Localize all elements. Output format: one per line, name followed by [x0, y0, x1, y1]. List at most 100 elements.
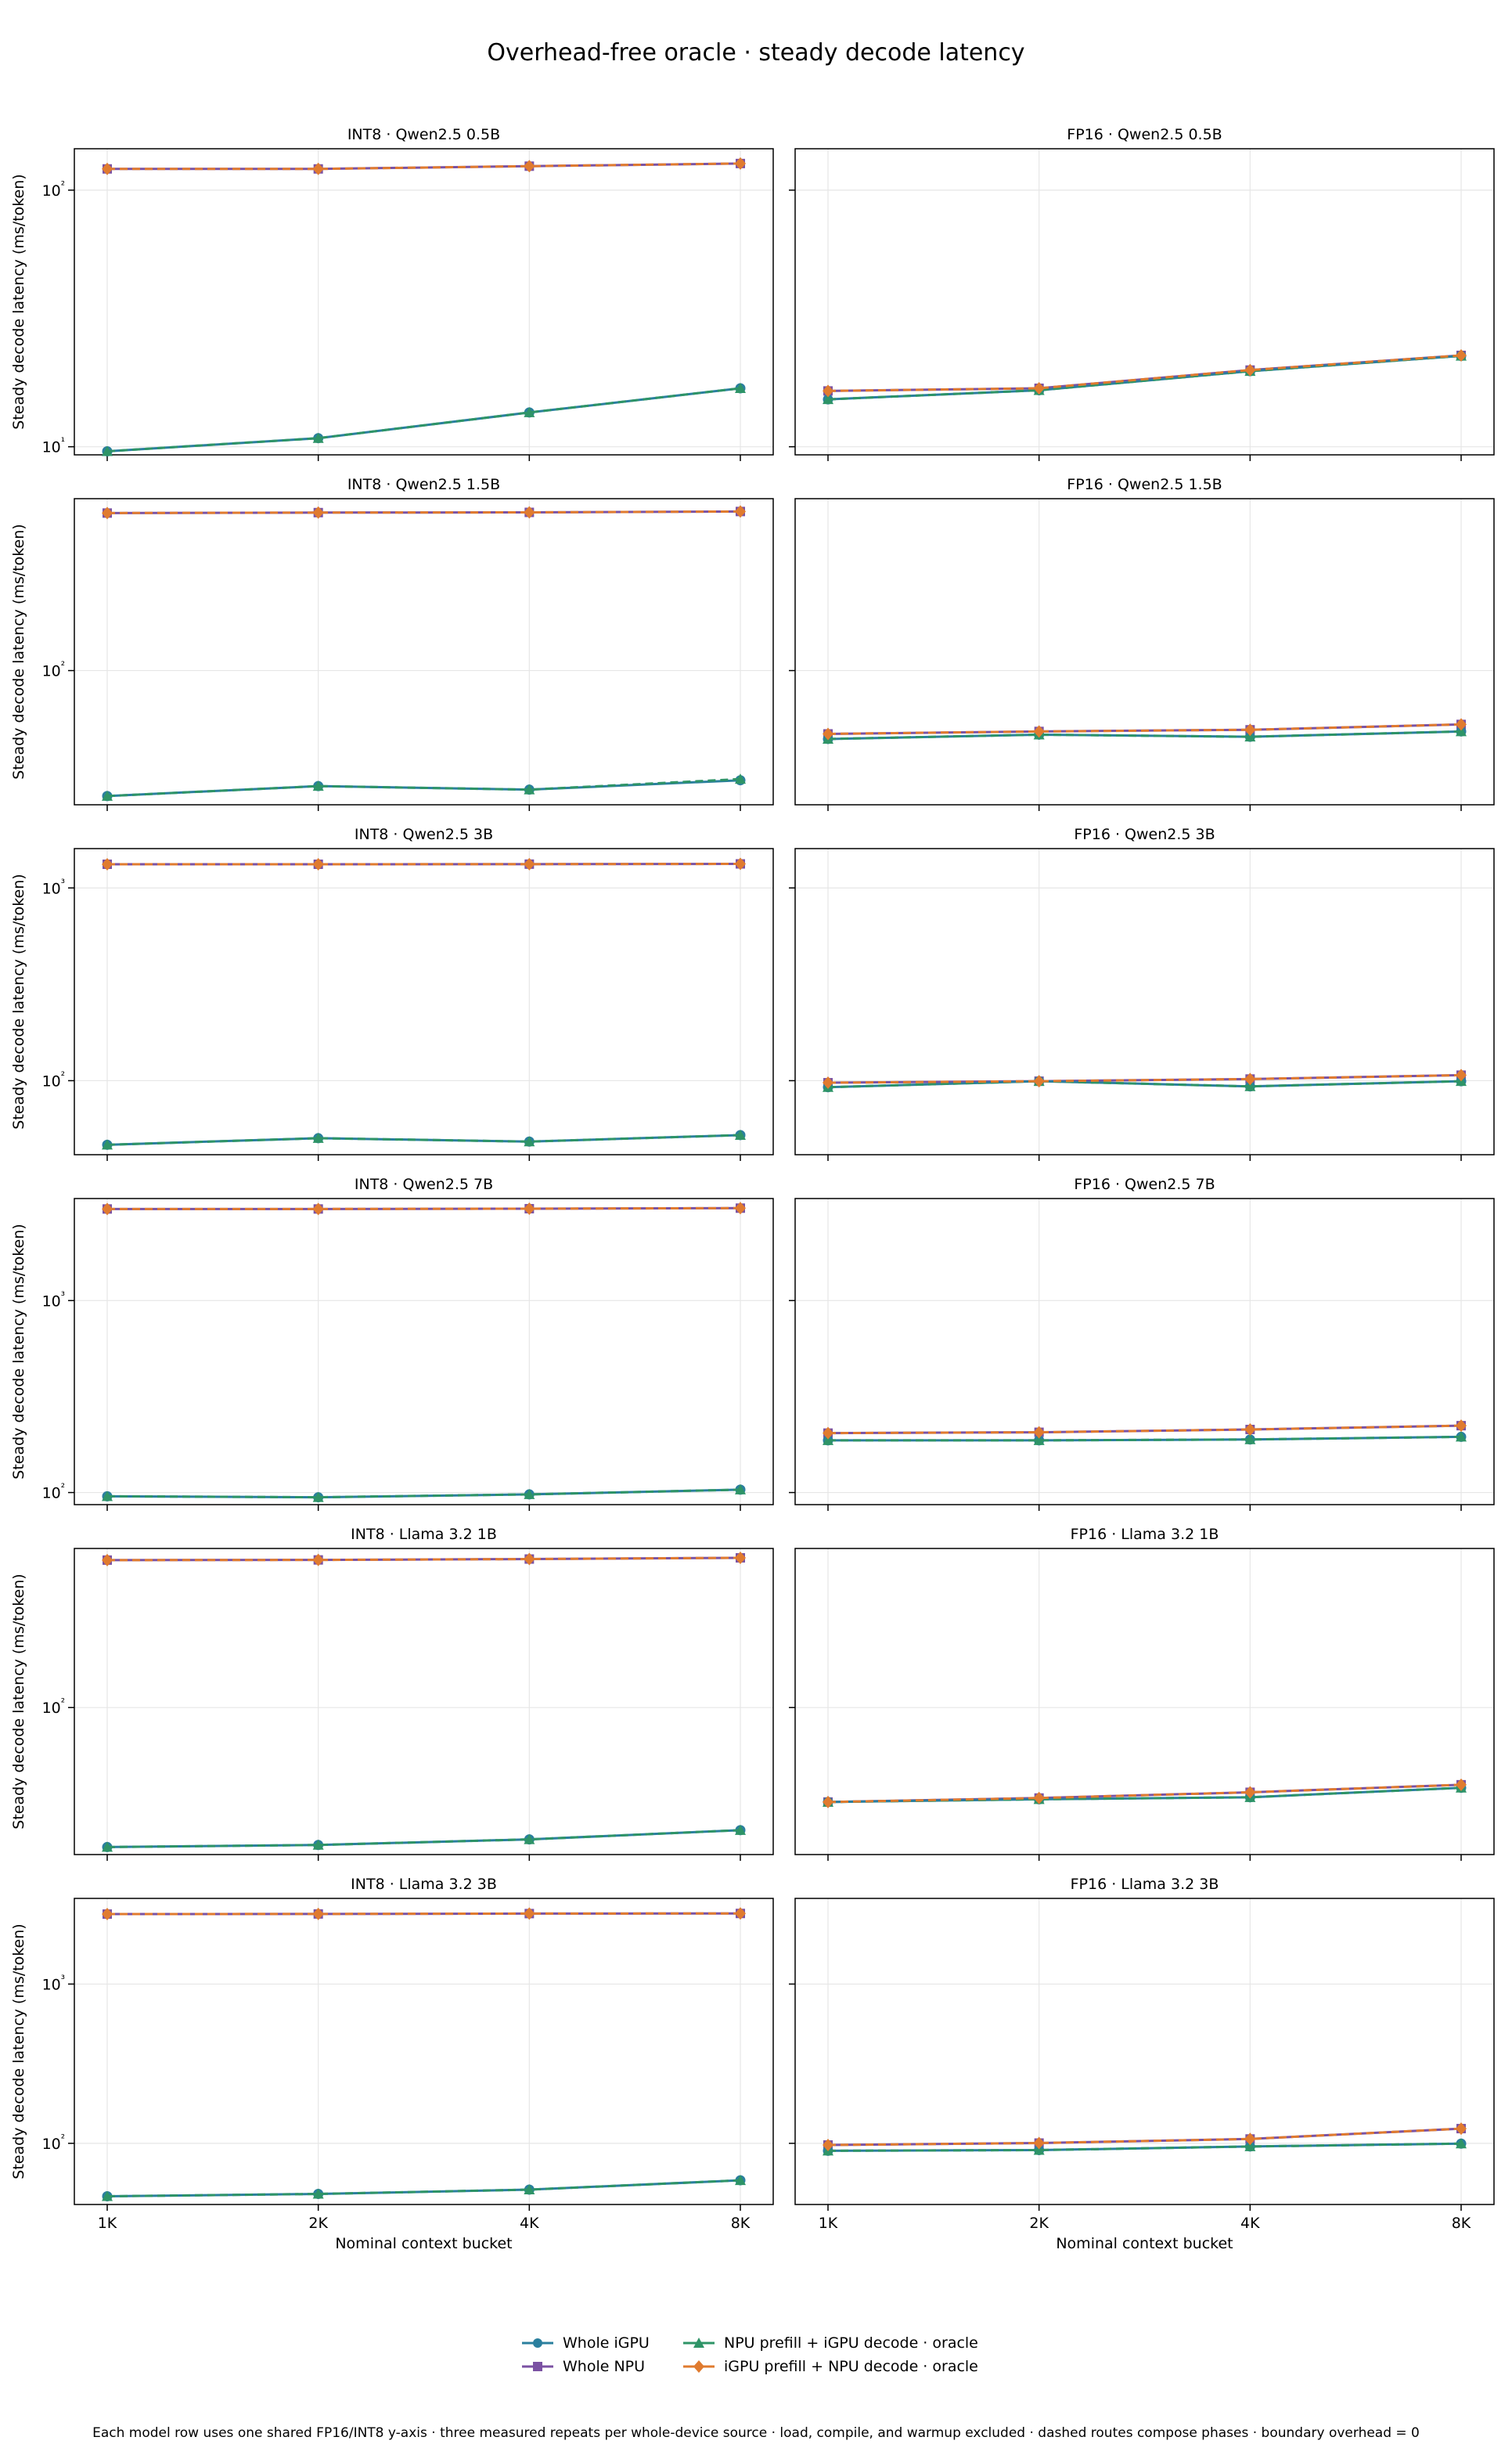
series-3-point-1 [1033, 1791, 1045, 1804]
x-tick-label: 1K [819, 2215, 838, 2232]
series-3-point-3 [735, 1551, 746, 1564]
series-3-point-3 [1456, 2122, 1467, 2136]
series-line [827, 2142, 1462, 2152]
series-line [828, 1435, 1462, 1442]
x-tick-label: 2K [308, 2215, 328, 2232]
series-2-point-0 [102, 1491, 113, 1501]
series-3-point-1 [1033, 1426, 1045, 1439]
legend-label: NPU prefill + iGPU decode · oracle [724, 2334, 978, 2352]
y-axis-label: Steady decode latency (ms/token) [10, 174, 27, 429]
series-3-point-2 [524, 857, 535, 871]
series-line [106, 777, 741, 798]
subplot-title: FP16 · Llama 3.2 1B [1071, 1526, 1219, 1543]
y-tick-label: 10³ [42, 878, 65, 897]
series-3-point-0 [823, 1076, 833, 1090]
series-2-point-0 [102, 1841, 113, 1852]
series-0 [102, 2175, 746, 2202]
x-tick-label: 1K [98, 2215, 117, 2232]
series-line [827, 1080, 1462, 1089]
series-3-point-2 [524, 160, 535, 173]
subplot-7: 10² 10³ INT8 · Qwen2.5 7B Steady decode lat… [10, 1176, 774, 1511]
series-3-point-3 [1456, 1419, 1467, 1433]
series-3 [102, 857, 746, 871]
series-3-point-1 [1033, 381, 1045, 395]
subplot-title: FP16 · Qwen2.5 1.5B [1067, 476, 1222, 493]
plot-frame [794, 1898, 1495, 2205]
legend-item-whole-npu: Whole NPU [520, 2358, 645, 2375]
subplot-4: 10² 10³ INT8 · Qwen2.5 3B Steady decode lat… [10, 826, 774, 1161]
series-2 [823, 350, 1467, 405]
series-2 [102, 773, 746, 801]
plot-frame [74, 1198, 774, 1505]
series-2-point-0 [102, 445, 113, 456]
y-axis-label: Steady decode latency (ms/token) [10, 524, 27, 779]
subplot-title: INT8 · Qwen2.5 7B [355, 1176, 493, 1193]
series-2 [823, 726, 1467, 744]
series-3-point-1 [312, 1202, 324, 1216]
series-2-point-3 [1456, 2138, 1467, 2149]
legend-label: Whole NPU [563, 2358, 646, 2375]
series-line [827, 1783, 1462, 1804]
y-tick-label: 10³ [42, 1974, 65, 1993]
legend-marker-circle-icon [522, 2338, 553, 2348]
series-line [106, 2179, 741, 2198]
plot-frame [794, 1198, 1495, 1505]
series-3 [102, 1202, 746, 1216]
series-3-point-1 [312, 1907, 324, 1920]
series-2-point-2 [1244, 2140, 1256, 2151]
y-tick-label: 10² [42, 1070, 65, 1090]
series-2-point-1 [1033, 1434, 1045, 1445]
series-line [106, 510, 741, 514]
series-3-point-0 [102, 507, 113, 520]
legend-marker-triangle-icon [683, 2338, 715, 2348]
series-3-point-1 [1033, 2136, 1045, 2150]
subplot-5: FP16 · Qwen2.5 3B [789, 826, 1495, 1161]
subplot-title: INT8 · Llama 3.2 1B [351, 1526, 497, 1543]
plot-frame [74, 1548, 774, 1855]
series-3-point-1 [312, 506, 324, 519]
series-2-point-1 [1033, 2144, 1045, 2155]
legend: Whole iGPU Whole NPU NPU prefill + iGPU … [513, 2333, 1013, 2385]
series-2-point-2 [524, 406, 535, 417]
series-3-point-0 [823, 1795, 833, 1808]
series-2-point-2 [524, 1136, 535, 1147]
subplot-10: 10² 10³ 1K 2K 4K 8K INT8 · Llama 3.2 3B Steady … [10, 1876, 774, 2252]
x-tick-label: 2K [1029, 2215, 1049, 2232]
series-line [827, 354, 1462, 392]
series-3-point-0 [102, 1553, 113, 1566]
series-3 [102, 1907, 746, 1921]
subplot-11: 1K 2K 4K 8K FP16 · Llama 3.2 3B Nominal conte… [789, 1876, 1495, 2252]
series-3-point-3 [1456, 1069, 1467, 1082]
series-line [106, 1829, 741, 1848]
subplot-1: FP16 · Qwen2.5 0.5B [789, 126, 1495, 461]
y-tick-label: 10³ [42, 1290, 65, 1310]
y-axis-label: Steady decode latency (ms/token) [10, 874, 27, 1129]
subplot-title: INT8 · Llama 3.2 3B [351, 1876, 497, 1893]
series-3-point-3 [735, 1907, 746, 1920]
series-3-point-2 [1244, 723, 1256, 737]
plot-frame [794, 148, 1495, 456]
series-3-point-0 [823, 384, 833, 398]
series-3-point-1 [1033, 725, 1045, 738]
series-3-point-0 [102, 1908, 113, 1921]
legend-item-whole-igpu: Whole iGPU [520, 2334, 650, 2352]
subplot-title: INT8 · Qwen2.5 3B [355, 826, 493, 843]
plot-frame [74, 148, 774, 456]
series-2-point-3 [1456, 1431, 1467, 1442]
series-3 [823, 348, 1467, 398]
series-2-point-3 [735, 382, 746, 393]
subplot-title: INT8 · Qwen2.5 1.5B [347, 476, 500, 493]
series-3 [823, 1069, 1467, 1090]
series-3-point-2 [1244, 2132, 1256, 2146]
series-line [827, 1424, 1462, 1435]
series-2-point-1 [312, 1839, 324, 1850]
subplot-2: 10² INT8 · Qwen2.5 1.5B Steady decode late… [10, 476, 774, 811]
series-2-point-1 [312, 1132, 324, 1143]
series-line [106, 1134, 741, 1146]
y-tick-label: 10² [42, 1697, 65, 1717]
y-tick-label: 10¹ [42, 437, 65, 456]
series-2 [823, 1076, 1467, 1092]
y-axis-label: Steady decode latency (ms/token) [10, 1574, 27, 1829]
series-3-point-3 [1456, 718, 1467, 731]
